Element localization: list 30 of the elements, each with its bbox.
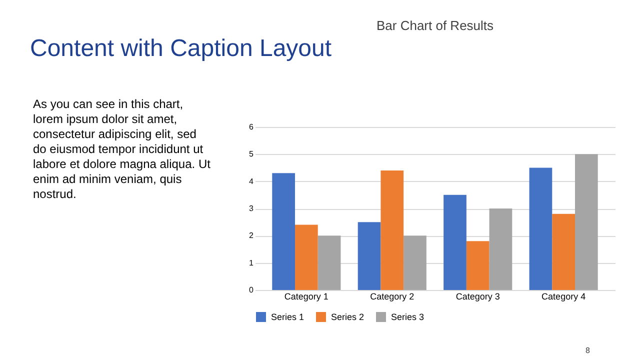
legend-label: Series 2 (331, 312, 364, 322)
y-tick-label: 0 (249, 286, 254, 294)
x-tick-label: Category 3 (456, 292, 500, 302)
y-tick-label: 3 (249, 204, 254, 213)
legend-label: Series 1 (271, 312, 304, 322)
bar (444, 194, 466, 290)
y-tick-label: 2 (249, 231, 254, 240)
x-tick-label: Category 1 (284, 292, 328, 302)
bar (380, 170, 404, 290)
legend-label: Series 3 (391, 312, 424, 322)
text: 8 (586, 346, 591, 355)
y-tick-label: 1 (249, 258, 254, 268)
y-tick-label: 5 (249, 150, 254, 159)
bar (466, 241, 490, 290)
bar (404, 236, 426, 290)
bar (489, 208, 512, 290)
bar (552, 214, 575, 290)
bar (318, 236, 341, 290)
y-tick-label: 4 (249, 176, 254, 186)
bar (295, 224, 318, 290)
bar (529, 168, 552, 290)
x-tick-label: Category 2 (370, 292, 414, 302)
bar (575, 154, 598, 290)
bar (272, 173, 295, 290)
y-tick-label: 6 (249, 122, 254, 132)
bar (358, 222, 381, 290)
text: As you can see in this chart, lorem ipsum dolor sit amet, consectetur adipiscing elit, sed do eiusmod tempor incididunt ut labore et dolore magna aliqua. Ut enim ad minim veniam, quis nostrud. (33, 97, 212, 201)
chart-title: Bar Chart of Results (376, 18, 494, 33)
x-tick-label: Category 4 (542, 292, 586, 302)
text: Content with Caption Layout (30, 35, 332, 62)
